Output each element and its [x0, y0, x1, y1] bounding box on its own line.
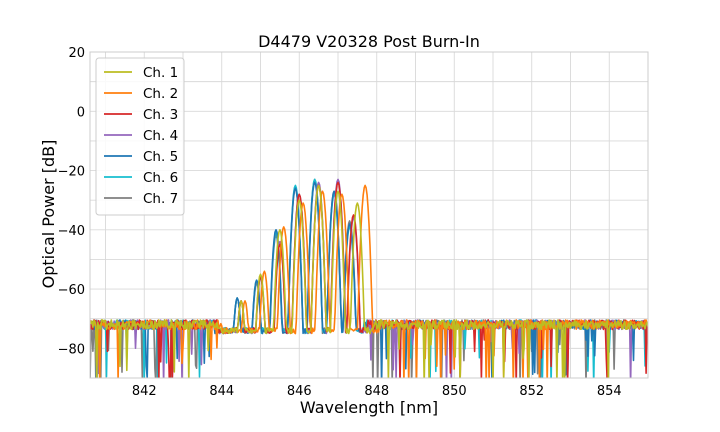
y-axis-label: Optical Power [dB] — [39, 140, 58, 289]
chart-title: D4479 V20328 Post Burn-In — [258, 32, 480, 51]
y-tick-label: −80 — [58, 342, 85, 357]
y-tick-label: −40 — [58, 224, 85, 239]
x-tick-label: 848 — [364, 384, 389, 399]
y-tick-label: −20 — [58, 165, 85, 180]
plot-frame — [89, 51, 649, 379]
x-tick-label: 846 — [287, 384, 312, 399]
x-tick-label: 850 — [442, 384, 467, 399]
legend-label: Ch. 7 — [143, 191, 178, 207]
legend: Ch. 1 Ch. 2 Ch. 3 Ch. 4 Ch. 5 Ch. 6 Ch. 7 — [95, 57, 185, 216]
x-tick-labels: 842 844 846 848 850 852 854 — [132, 384, 622, 399]
x-axis-label: Wavelength [nm] — [300, 398, 438, 417]
legend-label: Ch. 2 — [143, 86, 178, 102]
x-tick-label: 854 — [597, 384, 622, 399]
legend-label: Ch. 3 — [143, 107, 178, 123]
y-tick-label: 0 — [77, 105, 85, 120]
legend-box — [95, 57, 185, 216]
legend-label: Ch. 1 — [143, 65, 178, 81]
legend-label: Ch. 6 — [143, 170, 178, 186]
series-line-ch-1 — [90, 184, 648, 378]
legend-label: Ch. 5 — [143, 149, 178, 165]
y-tick-label: 20 — [68, 46, 85, 61]
y-tick-labels: 20 0 −20 −40 −60 −80 — [58, 46, 85, 357]
x-tick-label: 852 — [519, 384, 544, 399]
y-tick-label: −60 — [58, 283, 85, 298]
x-tick-label: 842 — [132, 384, 157, 399]
x-tick-label: 844 — [209, 384, 234, 399]
series-lines — [90, 178, 648, 378]
legend-label: Ch. 4 — [143, 128, 178, 144]
